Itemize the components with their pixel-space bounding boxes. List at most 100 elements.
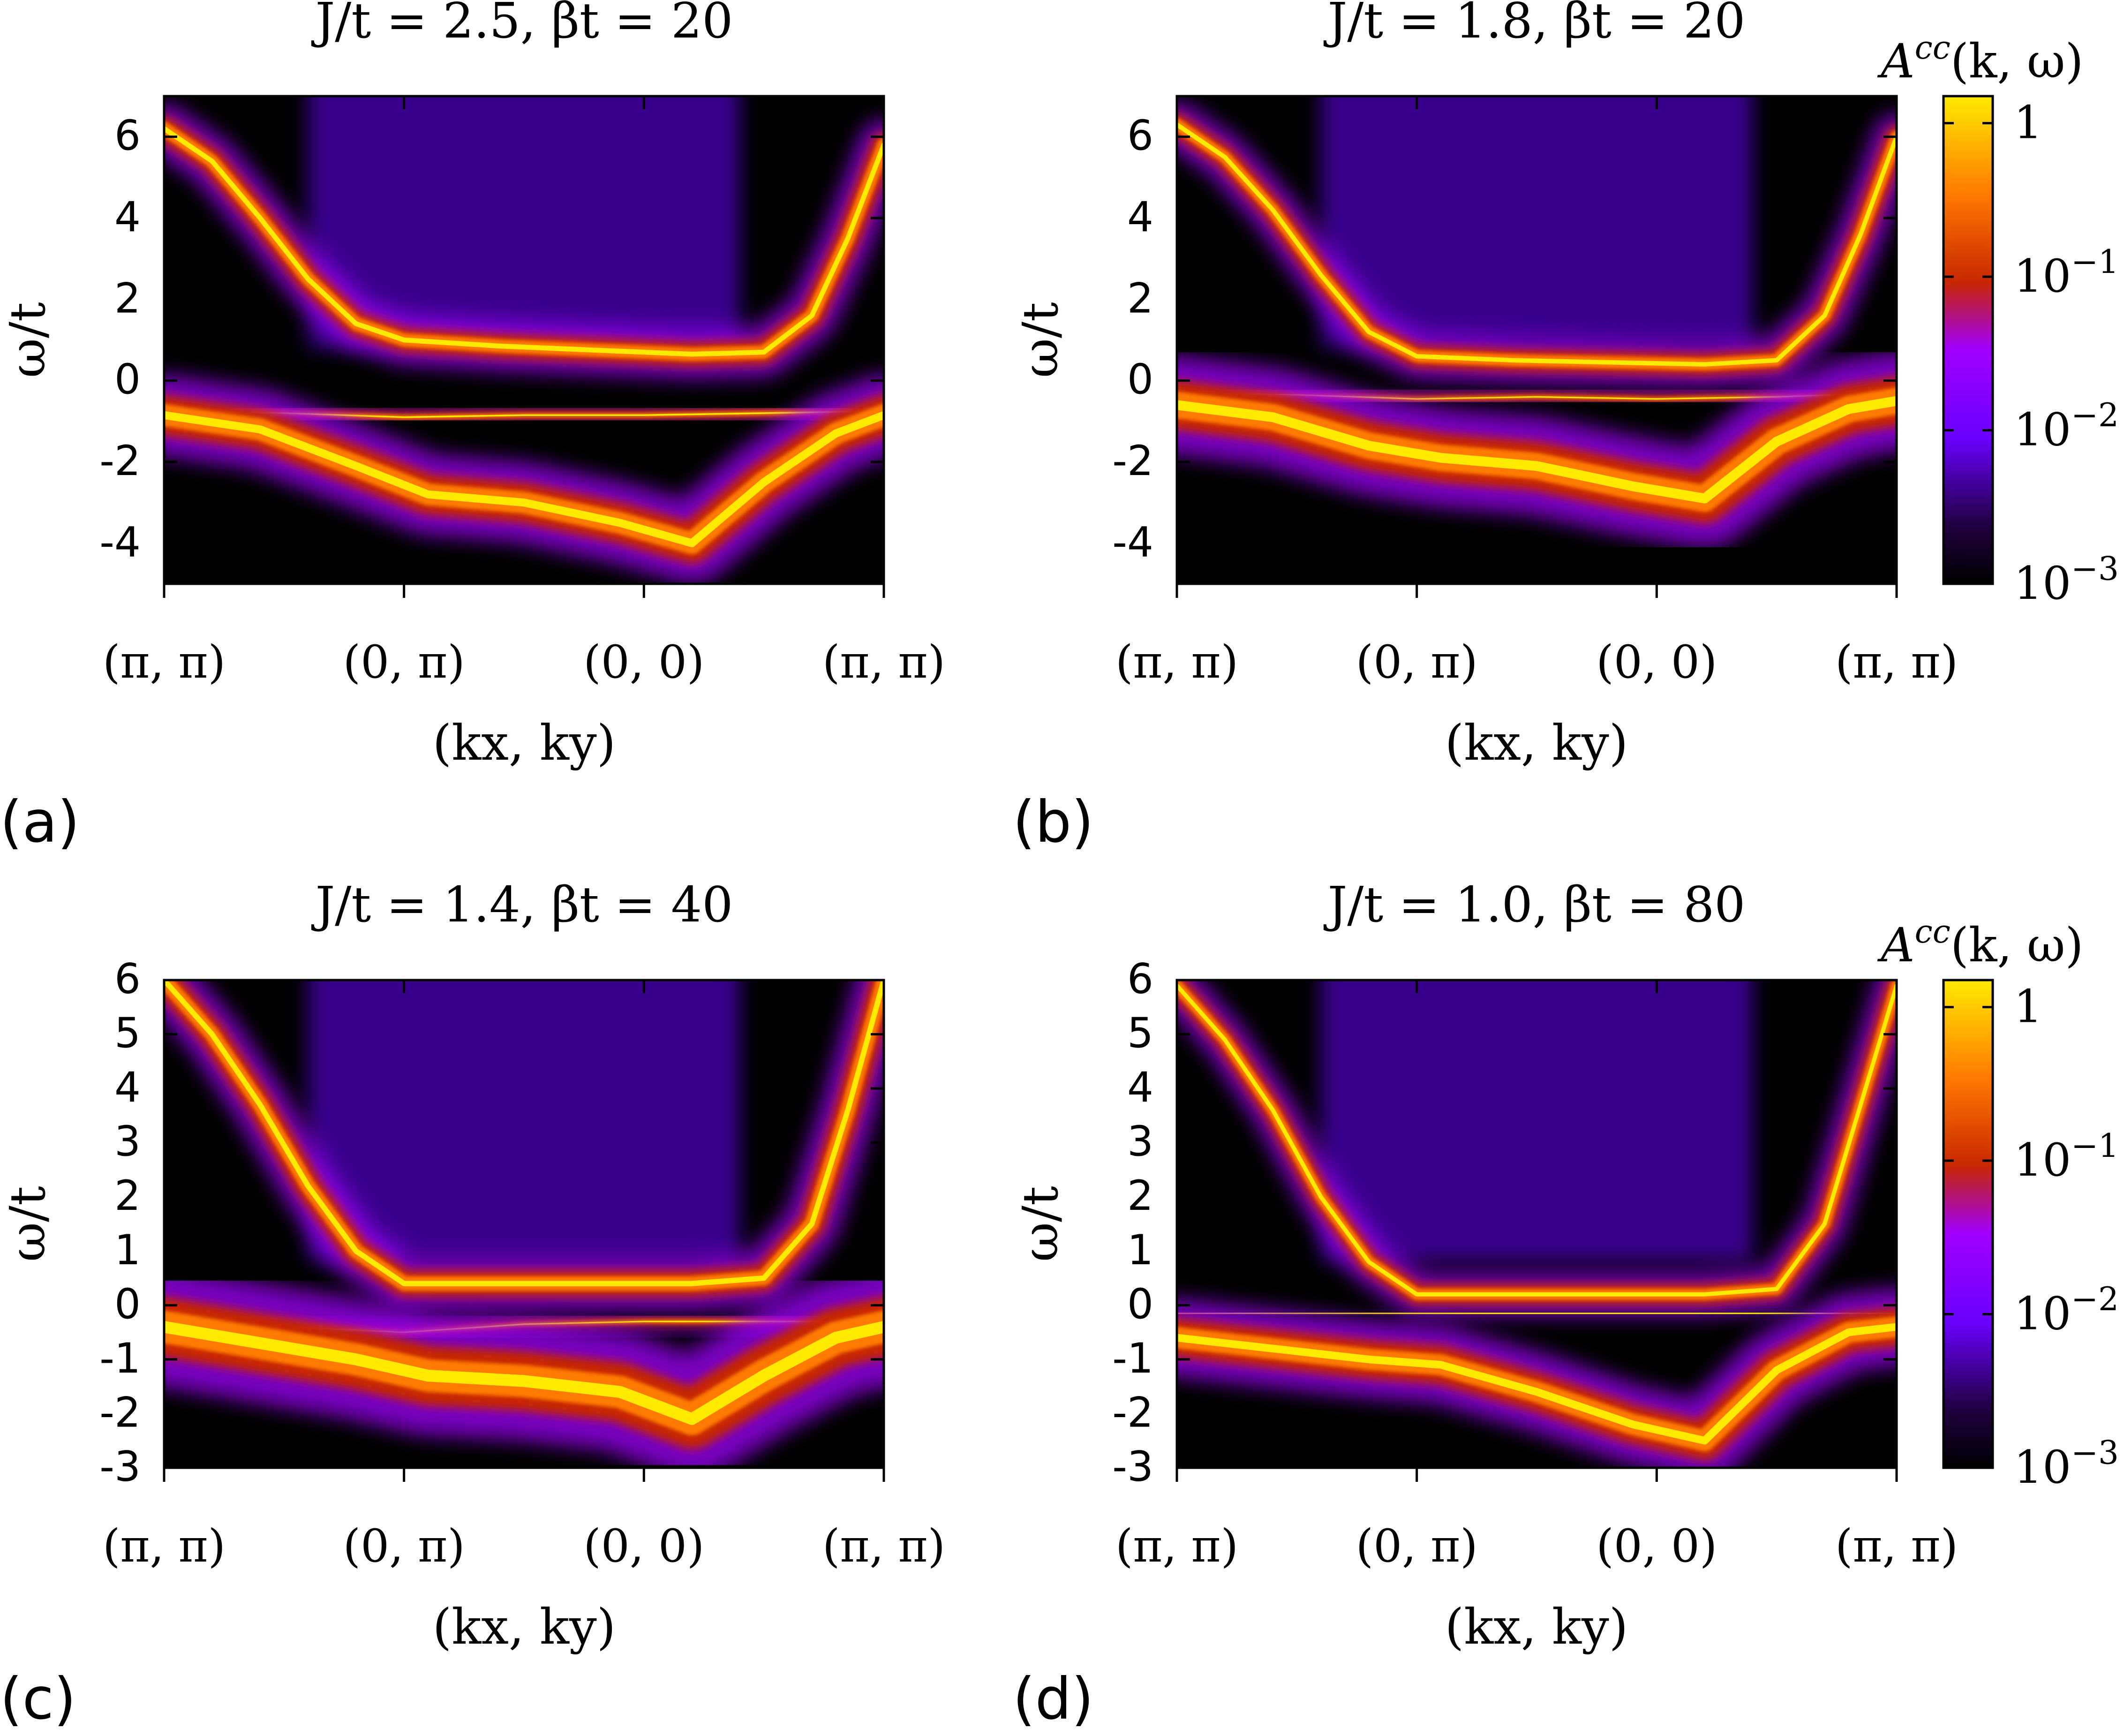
colorbar-tick-label-exp: −1 bbox=[2071, 1127, 2119, 1165]
colorbar-label-base: A bbox=[1877, 918, 1914, 973]
y-tick-label: 6 bbox=[1127, 955, 1153, 1003]
series-lower-broad-band-peak bbox=[1177, 1323, 1897, 1445]
x-tick-label: (π, π) bbox=[1835, 1520, 1958, 1572]
colorbar-label-base: A bbox=[1877, 34, 1914, 89]
colorbar-tick-label-base: 10 bbox=[2014, 250, 2071, 302]
y-axis-label: ω/t bbox=[0, 1186, 56, 1262]
panel-a: 6 4 2 0 -2 -4 (π, π) (0, π) (0, 0) (π, π) J/t = 2.… bbox=[0, 0, 945, 855]
colorbar-tick-label-exp: −3 bbox=[2071, 551, 2119, 588]
heatmap-area bbox=[164, 980, 884, 1468]
y-tick-label: 3 bbox=[1127, 1117, 1153, 1166]
heatmap-area bbox=[1177, 980, 1897, 1468]
x-tick-label: (π, π) bbox=[822, 1520, 945, 1572]
series-upper-band bbox=[1177, 102, 1897, 387]
colorbar-label-sup: cc bbox=[1915, 30, 1951, 67]
y-tick-label: 0 bbox=[1127, 355, 1153, 404]
y-tick-label: 2 bbox=[114, 274, 141, 322]
colorbar-label: Acc(k, ω) bbox=[1877, 30, 2083, 89]
series-lower-broad-band bbox=[1177, 1288, 1897, 1468]
heatmap-area bbox=[1177, 96, 1897, 584]
colorbar-label-rest: (k, ω) bbox=[1951, 34, 2084, 89]
series-lower-broad-band bbox=[164, 1267, 884, 1468]
y-tick-label: 6 bbox=[1127, 112, 1153, 160]
colorbar-tick-label-exp: −2 bbox=[2071, 397, 2119, 434]
y-tick-label: 1 bbox=[114, 1226, 141, 1274]
colorbar-tick-label-base: 10 bbox=[2014, 557, 2071, 610]
colorbar-gradient bbox=[1943, 96, 1993, 584]
panel-title: J/t = 1.8, βt = 20 bbox=[1324, 0, 1746, 49]
x-tick-label: (π, π) bbox=[103, 636, 226, 688]
series-upper-band bbox=[164, 980, 884, 1311]
colorbar-tick-label: 1 bbox=[2014, 97, 2042, 149]
series-lower-broad-band-peak bbox=[164, 1321, 884, 1425]
y-axis-label: ω/t bbox=[0, 302, 56, 378]
y-axis-label: ω/t bbox=[1012, 302, 1069, 378]
y-tick-label: 4 bbox=[1127, 193, 1153, 241]
panel-label: (a) bbox=[0, 789, 80, 855]
panel-title: J/t = 1.0, βt = 80 bbox=[1324, 876, 1746, 933]
y-tick-label: -2 bbox=[1112, 437, 1153, 485]
colorbar-label: Acc(k, ω) bbox=[1877, 913, 2083, 973]
x-axis-label: (kx, ky) bbox=[433, 1598, 616, 1655]
colorbar-tick-label-exp: −1 bbox=[2071, 243, 2119, 281]
series-lower-broad-band bbox=[1177, 352, 1897, 548]
x-axis-label: (kx, ky) bbox=[1445, 714, 1628, 771]
colorbar-tick-label-base: 10 bbox=[2014, 1441, 2071, 1494]
y-tick-label: 5 bbox=[1127, 1009, 1153, 1057]
x-tick-label: (π, π) bbox=[103, 1520, 226, 1572]
y-tick-label: 6 bbox=[114, 112, 141, 160]
plot-frame bbox=[163, 95, 885, 585]
colorbar-label-sup: cc bbox=[1915, 913, 1951, 951]
y-tick-label: 4 bbox=[1127, 1063, 1153, 1111]
x-tick-label: (0, π) bbox=[343, 1520, 465, 1572]
panel-b: 6 4 2 0 -2 -4 (π, π) (0, π) (0, 0) (π, π) J/t = 1.… bbox=[1012, 0, 2119, 855]
y-tick-label: 6 bbox=[114, 955, 141, 1003]
y-tick-label: -3 bbox=[1112, 1442, 1153, 1491]
y-tick-label: -4 bbox=[1112, 518, 1153, 566]
x-axis-label: (kx, ky) bbox=[1445, 1598, 1628, 1655]
colorbar-tick-label-exp: −3 bbox=[2071, 1434, 2119, 1472]
series-lower-broad-band bbox=[164, 375, 884, 584]
series-upper-band-peak bbox=[164, 980, 884, 1286]
y-tick-label: 0 bbox=[114, 1280, 141, 1328]
y-tick-label: 2 bbox=[1127, 1171, 1153, 1220]
y-tick-label: 4 bbox=[114, 1063, 141, 1111]
plot-frame bbox=[163, 979, 885, 1469]
colorbar-tick-label: 10−3 bbox=[2014, 1434, 2119, 1494]
continuum-glow-upper bbox=[1321, 980, 1753, 1262]
plot-frame bbox=[1175, 979, 1898, 1469]
series-lower-broad-band-peak bbox=[1177, 396, 1897, 504]
colorbar-tick-label-exp: −2 bbox=[2071, 1281, 2119, 1318]
y-tick-label: 4 bbox=[114, 193, 141, 241]
x-tick-label: (π, π) bbox=[822, 636, 945, 688]
y-axis-label: ω/t bbox=[1012, 1186, 1069, 1262]
y-tick-label: -2 bbox=[99, 437, 141, 485]
colorbar-tick-label-base: 10 bbox=[2014, 1288, 2071, 1340]
x-tick-label: (0, 0) bbox=[1596, 636, 1717, 688]
series-upper-band bbox=[164, 104, 884, 379]
x-tick-label: (0, 0) bbox=[1596, 1520, 1717, 1572]
colorbar-tick-label-base: 10 bbox=[2014, 1134, 2071, 1186]
series-lower-broad-band-peak bbox=[164, 411, 884, 547]
y-tick-label: 5 bbox=[114, 1009, 141, 1057]
y-tick-label: -3 bbox=[99, 1442, 141, 1491]
colorbar-gradient bbox=[1943, 980, 1993, 1468]
series-upper-band-peak bbox=[1177, 983, 1897, 1297]
series-upper-band bbox=[1177, 980, 1897, 1315]
y-tick-label: -4 bbox=[99, 518, 141, 566]
y-tick-label: 0 bbox=[114, 355, 141, 404]
x-tick-label: (0, π) bbox=[343, 636, 465, 688]
panel-label: (d) bbox=[1013, 1666, 1094, 1732]
x-tick-label: (π, π) bbox=[1115, 636, 1238, 688]
x-tick-label: (π, π) bbox=[1115, 1520, 1238, 1572]
x-tick-label: (π, π) bbox=[1835, 636, 1958, 688]
colorbar-frame bbox=[1942, 95, 1994, 585]
y-tick-label: -2 bbox=[99, 1388, 141, 1436]
y-tick-label: 2 bbox=[1127, 274, 1153, 322]
series-upper-band-peak bbox=[164, 126, 884, 357]
y-tick-label: 0 bbox=[1127, 1280, 1153, 1328]
